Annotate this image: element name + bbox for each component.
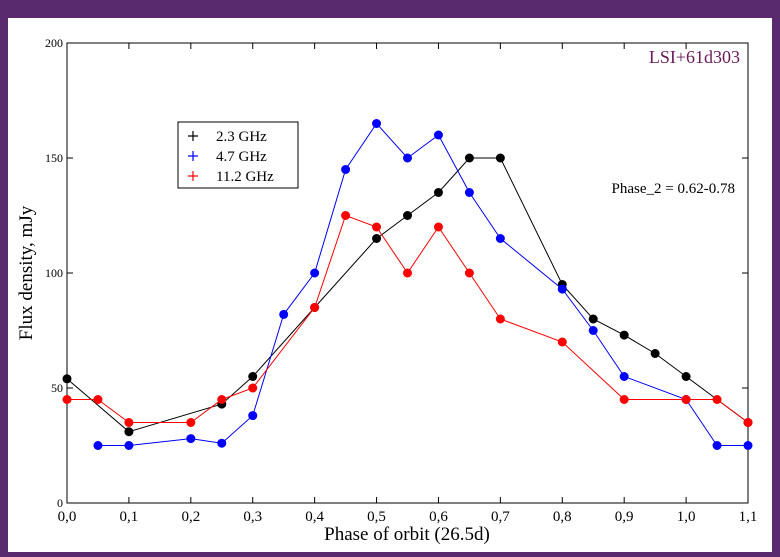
data-point — [372, 222, 382, 232]
data-point — [464, 268, 474, 278]
data-point — [62, 395, 72, 404]
data-point — [433, 222, 443, 232]
data-point — [681, 395, 691, 404]
data-point — [464, 188, 474, 197]
data-point — [124, 418, 134, 427]
data-point — [464, 153, 474, 163]
data-point — [93, 395, 103, 404]
data-point — [619, 372, 629, 381]
legend-symbol — [188, 171, 198, 181]
y-tick-label: 100 — [45, 266, 63, 280]
x-tick-label: 0,5 — [367, 509, 386, 525]
data-point — [588, 326, 598, 335]
legend-label: 11.2 GHz — [216, 169, 274, 185]
data-point — [712, 441, 722, 450]
data-point — [619, 395, 629, 404]
legend-symbol — [188, 151, 198, 161]
series-line — [66, 157, 749, 433]
y-axis-label: Flux density, mJy — [16, 205, 37, 340]
y-tick-label: 50 — [51, 381, 63, 395]
data-point — [495, 153, 505, 163]
y-tick-label: 150 — [45, 151, 63, 165]
y-tick-label: 0 — [57, 496, 63, 510]
x-tick-label: 0,3 — [243, 509, 262, 525]
data-point — [372, 119, 382, 128]
data-point — [124, 441, 134, 450]
x-axis-label: Phase of orbit (26.5d) — [324, 524, 490, 545]
x-tick-label: 0,9 — [615, 509, 634, 525]
annotation: Phase_2 = 0.62-0.78 — [612, 181, 735, 197]
data-point — [248, 383, 258, 393]
panel — [8, 18, 772, 552]
data-point — [310, 268, 320, 278]
x-tick-label: 1,1 — [739, 509, 758, 525]
series-line — [67, 214, 749, 423]
data-point — [495, 234, 505, 243]
data-point — [650, 349, 660, 358]
chart-title: LSI+61d303 — [649, 47, 740, 67]
data-point — [217, 395, 227, 404]
x-tick-label: 0,2 — [181, 509, 200, 525]
data-point — [372, 234, 382, 243]
data-point — [403, 211, 412, 220]
data-point — [557, 284, 567, 294]
data-point — [588, 314, 598, 324]
data-point — [341, 211, 351, 220]
data-point — [186, 434, 196, 444]
legend-label: 2.3 GHz — [216, 129, 267, 145]
data-point — [341, 165, 351, 174]
data-point — [279, 309, 289, 319]
data-point — [681, 372, 691, 381]
data-point — [248, 372, 258, 381]
data-point — [403, 153, 412, 163]
data-point — [495, 314, 505, 324]
x-tick-label: 1,0 — [677, 509, 696, 525]
data-point — [124, 427, 134, 437]
y-tick-label: 200 — [45, 36, 63, 50]
x-tick-label: 0,8 — [553, 509, 572, 525]
legend-label: 4.7 GHz — [216, 149, 267, 165]
legend-symbol — [188, 131, 198, 141]
data-point — [619, 330, 629, 340]
data-point — [186, 418, 196, 427]
data-point — [310, 303, 320, 312]
data-point — [93, 441, 103, 450]
data-point — [62, 374, 72, 384]
data-point — [433, 188, 443, 197]
x-tick-label: 0,6 — [429, 509, 448, 525]
data-point — [743, 418, 753, 427]
x-tick-label: 0,4 — [305, 509, 324, 525]
x-tick-label: 0,7 — [491, 509, 510, 525]
data-point — [743, 441, 753, 450]
legend-box — [177, 121, 299, 189]
x-tick-label: 0,0 — [58, 509, 77, 525]
data-point — [433, 130, 443, 140]
data-point — [712, 395, 722, 404]
data-point — [403, 268, 412, 278]
data-point — [557, 337, 567, 347]
data-point — [217, 438, 227, 448]
x-tick-label: 0,1 — [120, 509, 139, 525]
data-point — [248, 411, 258, 421]
